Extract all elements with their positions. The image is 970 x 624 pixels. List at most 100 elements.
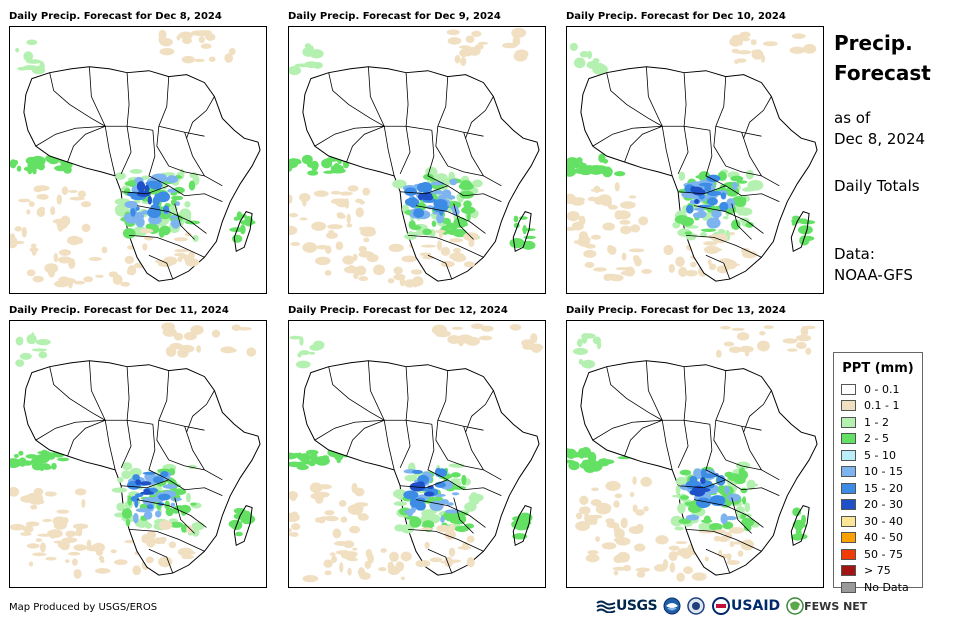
precip-patch bbox=[358, 245, 367, 253]
precip-patch bbox=[344, 551, 356, 561]
precip-patch bbox=[711, 209, 722, 218]
country-border bbox=[314, 419, 385, 441]
map-panel-3[interactable] bbox=[566, 26, 824, 294]
precip-patch bbox=[289, 194, 293, 204]
noaa-logo bbox=[663, 597, 681, 615]
usgs-logo-text: USGS bbox=[616, 598, 658, 614]
country-border bbox=[367, 66, 407, 127]
country-border bbox=[88, 66, 128, 127]
precip-patch bbox=[68, 189, 78, 193]
precip-patch bbox=[619, 201, 636, 209]
precip-patch bbox=[332, 528, 342, 539]
precip-patch bbox=[613, 570, 619, 576]
precip-patch bbox=[598, 153, 606, 163]
legend-rows: 0 - 0.1 0.1 - 1 1 - 2 2 - 5 5 - 10 10 - 15 15 … bbox=[834, 381, 922, 596]
precip-patch bbox=[745, 221, 754, 228]
precip-patch bbox=[387, 278, 395, 284]
precip-patch bbox=[679, 469, 692, 476]
country-border bbox=[693, 499, 764, 528]
precip-patch bbox=[174, 249, 190, 253]
precip-patch bbox=[364, 560, 372, 570]
map-panel-1[interactable] bbox=[9, 26, 267, 294]
precip-patch bbox=[74, 531, 82, 536]
precip-patch bbox=[797, 225, 813, 235]
precip-patch bbox=[729, 346, 742, 353]
precip-patch bbox=[620, 225, 632, 235]
precip-patch bbox=[19, 352, 32, 360]
precip-patch bbox=[677, 503, 686, 514]
precip-patch bbox=[129, 467, 142, 477]
country-border bbox=[126, 72, 153, 131]
precip-patch bbox=[419, 560, 431, 567]
legend-label: 0.1 - 1 bbox=[864, 399, 900, 413]
precip-patch bbox=[153, 537, 165, 545]
map-panel-5[interactable] bbox=[288, 320, 546, 588]
precip-patch bbox=[50, 206, 56, 216]
precip-patch bbox=[404, 187, 417, 196]
country-border bbox=[705, 254, 731, 280]
precip-patch bbox=[432, 204, 448, 213]
precip-patch bbox=[61, 186, 69, 196]
precip-patch bbox=[373, 264, 385, 276]
precip-patch bbox=[296, 452, 303, 460]
country-border bbox=[328, 366, 385, 421]
country-border bbox=[437, 76, 484, 137]
precip-patch bbox=[239, 224, 246, 235]
precip-patch bbox=[707, 222, 718, 229]
panel-title-1: Daily Precip. Forecast for Dec 8, 2024 bbox=[9, 11, 222, 22]
country-border bbox=[683, 72, 710, 131]
precip-patch bbox=[31, 247, 37, 256]
precip-patch bbox=[696, 210, 707, 219]
precip-patch bbox=[509, 324, 522, 331]
map-panel-6[interactable] bbox=[566, 320, 824, 588]
precip-patch bbox=[741, 37, 751, 42]
precip-patch bbox=[744, 348, 750, 357]
precip-patch bbox=[294, 63, 311, 68]
precip-patch bbox=[720, 513, 728, 525]
precip-patch bbox=[152, 196, 161, 206]
precip-patch bbox=[577, 237, 591, 247]
country-border bbox=[463, 426, 502, 481]
precip-patch bbox=[725, 263, 741, 267]
precip-patch bbox=[757, 340, 770, 352]
legend-swatch bbox=[841, 416, 856, 428]
as-of-value: Dec 8, 2024 bbox=[834, 130, 926, 148]
map-panel-2[interactable] bbox=[288, 26, 546, 294]
precip-patch bbox=[632, 476, 637, 485]
precip-patch bbox=[466, 535, 475, 543]
precip-patch bbox=[313, 163, 318, 171]
precip-patch bbox=[587, 550, 599, 555]
usaid-logo-text: USAID bbox=[731, 598, 781, 614]
precip-patch bbox=[708, 263, 717, 271]
precip-patch bbox=[169, 521, 184, 528]
precip-patch bbox=[56, 509, 70, 514]
precip-patch bbox=[289, 225, 298, 236]
country-border bbox=[383, 126, 395, 176]
country-border bbox=[186, 96, 215, 139]
precip-patch bbox=[340, 516, 348, 523]
country-border bbox=[624, 125, 663, 163]
precip-patch bbox=[184, 201, 191, 208]
precip-patch bbox=[56, 521, 68, 528]
precip-patch bbox=[799, 235, 810, 246]
precip-patch bbox=[747, 179, 764, 191]
precip-patch bbox=[581, 359, 596, 369]
precip-patch bbox=[173, 186, 185, 194]
precip-patch bbox=[410, 225, 422, 231]
precip-patch bbox=[635, 509, 645, 516]
precip-patch bbox=[719, 258, 732, 263]
country-border bbox=[328, 72, 385, 127]
country-border bbox=[678, 479, 780, 497]
fews-net-logo: FEWS NET bbox=[786, 597, 867, 615]
legend-row: 40 - 50 bbox=[834, 530, 922, 547]
country-border bbox=[405, 72, 432, 131]
precip-patch bbox=[468, 493, 484, 502]
precip-patch bbox=[512, 533, 528, 540]
precip-patch bbox=[502, 42, 518, 49]
precip-patch bbox=[739, 31, 751, 38]
precip-patch bbox=[211, 329, 221, 338]
precip-patch bbox=[228, 519, 242, 529]
precip-patch bbox=[186, 492, 191, 503]
precip-patch bbox=[135, 479, 141, 486]
map-panel-4[interactable] bbox=[9, 320, 267, 588]
